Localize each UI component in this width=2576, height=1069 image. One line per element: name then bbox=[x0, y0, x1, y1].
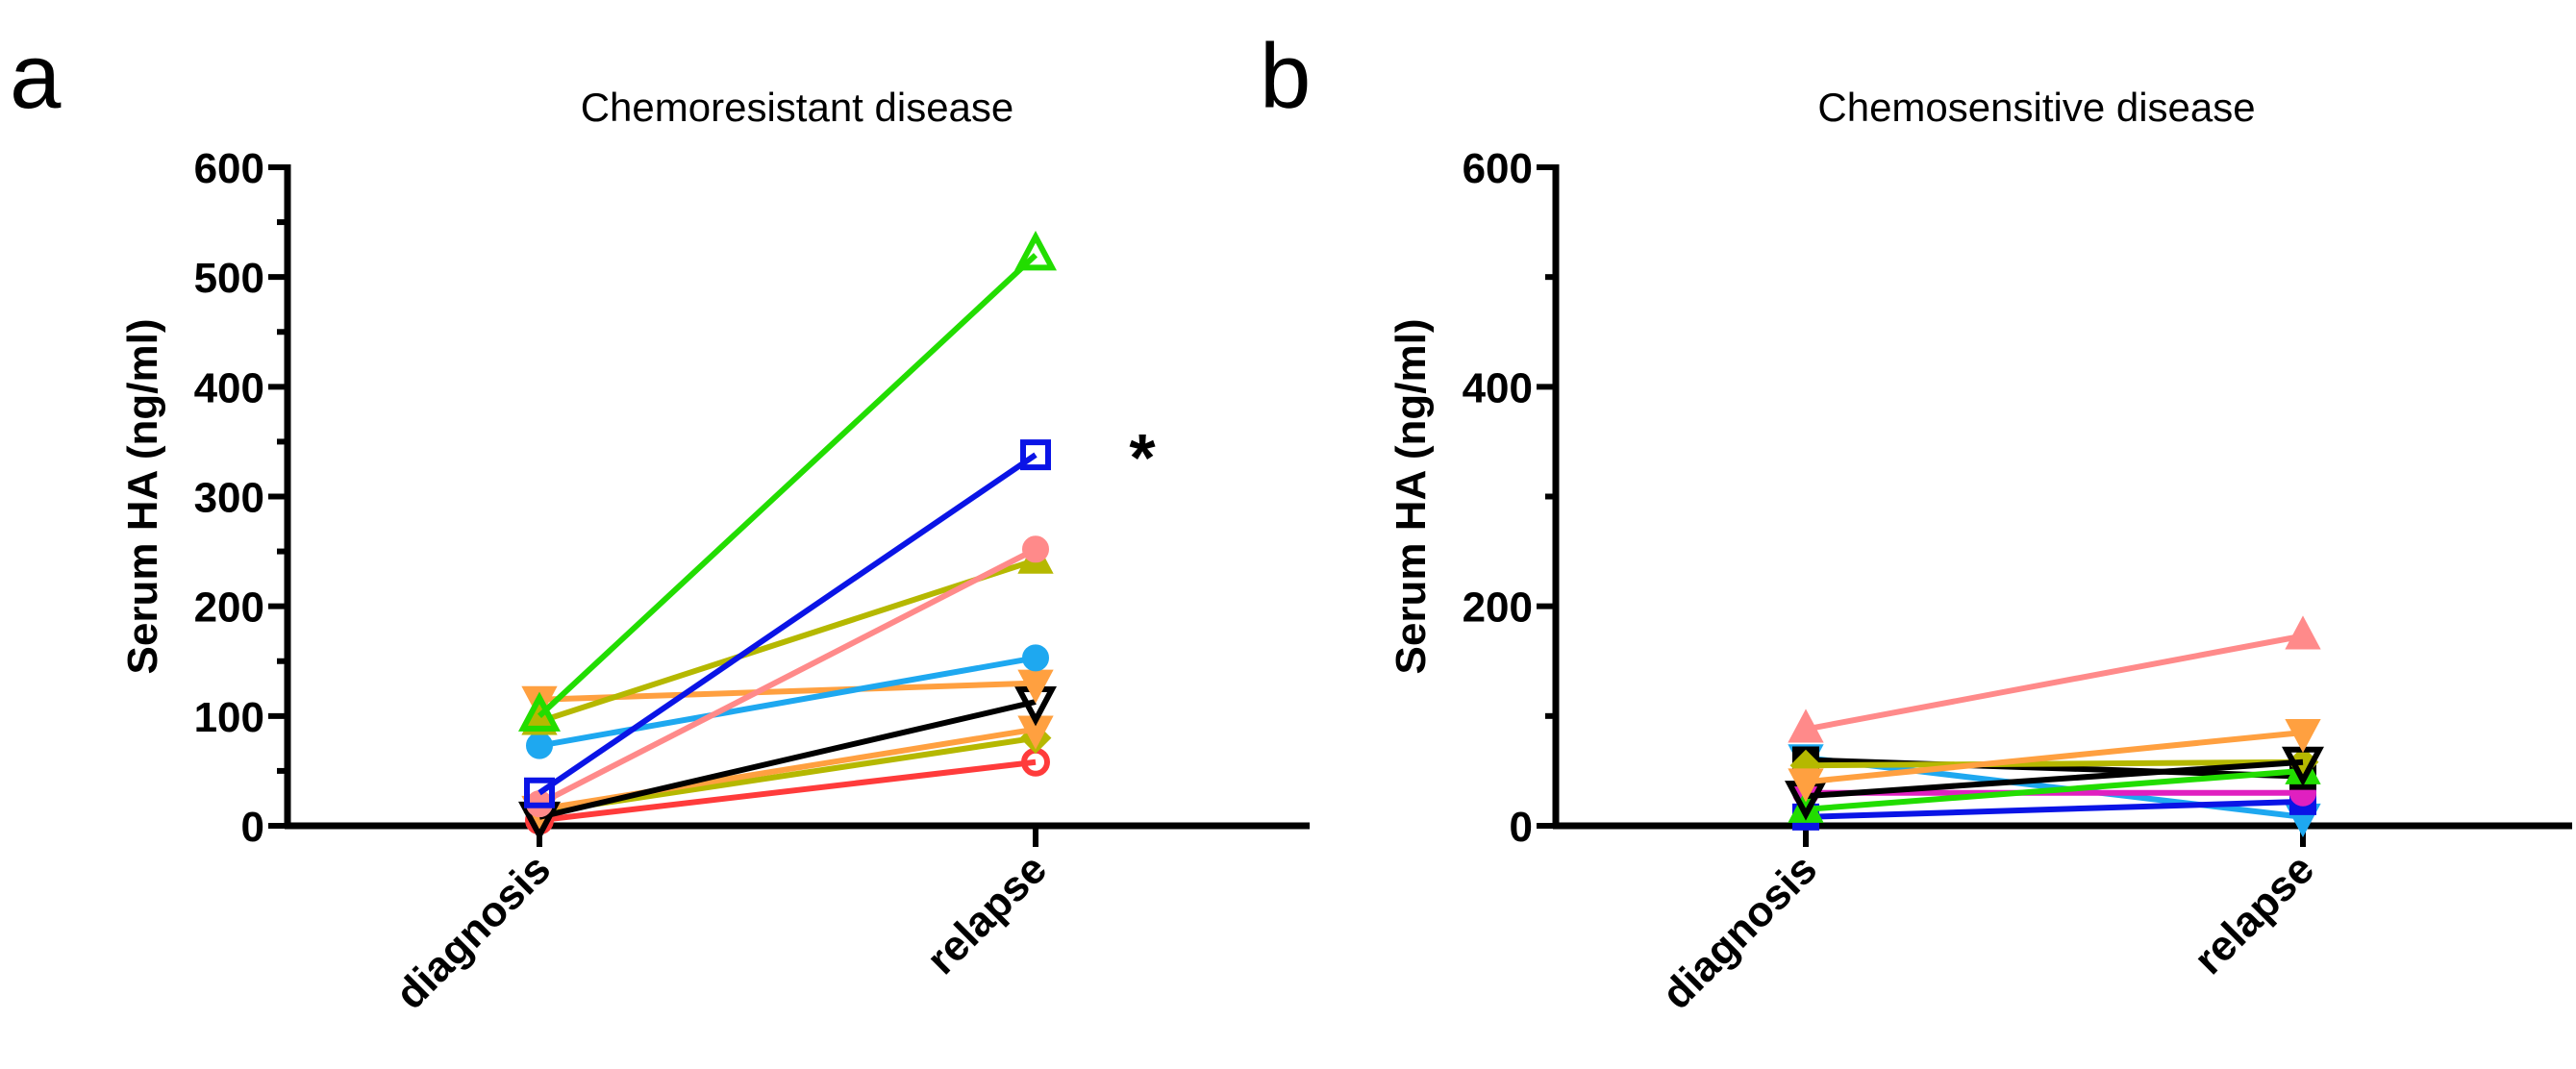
y-tick-label: 300 bbox=[194, 475, 264, 522]
panel-a: a Chemoresistant disease 0 100 200 300 400 500 6… bbox=[10, 25, 1310, 1018]
y-tick-label: 400 bbox=[194, 364, 264, 411]
series-line bbox=[538, 557, 1037, 725]
data-point bbox=[1022, 644, 1049, 672]
series-line bbox=[538, 758, 1037, 824]
series-0 bbox=[525, 747, 1050, 835]
chart-title: Chemoresistant disease bbox=[581, 85, 1014, 130]
data-point bbox=[518, 691, 561, 732]
series-line bbox=[1805, 633, 2304, 733]
series-line bbox=[1805, 767, 2304, 812]
y-tick-label: 100 bbox=[194, 694, 264, 741]
data-point bbox=[524, 777, 555, 808]
series-8 bbox=[1788, 615, 2321, 743]
y-tick-label: 0 bbox=[241, 804, 264, 851]
x-tick-label: diagnosis bbox=[387, 845, 560, 1018]
y-tick-label: 400 bbox=[1463, 364, 1533, 411]
y-tick-label: 600 bbox=[194, 145, 264, 192]
y-tick-label: 500 bbox=[194, 255, 264, 302]
panel-b: b Chemosensitive disease 0 200 400 600 Serum H… bbox=[1260, 25, 2572, 1018]
series-8 bbox=[524, 439, 1051, 808]
data-point bbox=[2285, 718, 2321, 754]
series-line bbox=[1805, 798, 2304, 820]
series-line bbox=[1805, 758, 2304, 769]
data-point bbox=[1788, 709, 1824, 743]
x-tick-label: diagnosis bbox=[1653, 845, 1826, 1018]
series-line bbox=[538, 699, 1037, 820]
series-6 bbox=[521, 539, 1054, 735]
y-axis-label: Serum HA (ng/ml) bbox=[1388, 319, 1435, 675]
data-point bbox=[1022, 535, 1049, 563]
series-5 bbox=[526, 644, 1049, 759]
y-tick-label: 200 bbox=[194, 584, 264, 632]
data-point bbox=[2285, 615, 2321, 650]
x-tick-label: relapse bbox=[917, 845, 1056, 983]
series-7 bbox=[526, 535, 1049, 818]
series-line bbox=[538, 546, 1038, 807]
data-point bbox=[1788, 788, 1824, 823]
panel-label: b bbox=[1260, 25, 1311, 128]
y-axis-label: Serum HA (ng/ml) bbox=[119, 319, 166, 675]
series-line bbox=[537, 253, 1038, 719]
series-line bbox=[538, 452, 1038, 796]
y-tick-label: 200 bbox=[1463, 584, 1533, 632]
y-tick-label: 0 bbox=[1510, 804, 1533, 851]
series-line bbox=[1805, 729, 2304, 785]
y-tick-label: 600 bbox=[1463, 145, 1533, 192]
significance-asterisk: * bbox=[1129, 420, 1156, 495]
series-7 bbox=[1788, 718, 2321, 803]
series-line bbox=[538, 655, 1037, 749]
data-point bbox=[526, 732, 553, 759]
x-tick-label: relapse bbox=[2185, 845, 2323, 983]
panel-label: a bbox=[10, 25, 62, 128]
series-9 bbox=[518, 230, 1057, 732]
data-point bbox=[1788, 768, 1824, 803]
chart-title: Chemosensitive disease bbox=[1817, 85, 2255, 130]
series-line bbox=[1805, 758, 2304, 800]
data-point bbox=[1020, 439, 1051, 471]
data-point bbox=[1014, 230, 1057, 271]
